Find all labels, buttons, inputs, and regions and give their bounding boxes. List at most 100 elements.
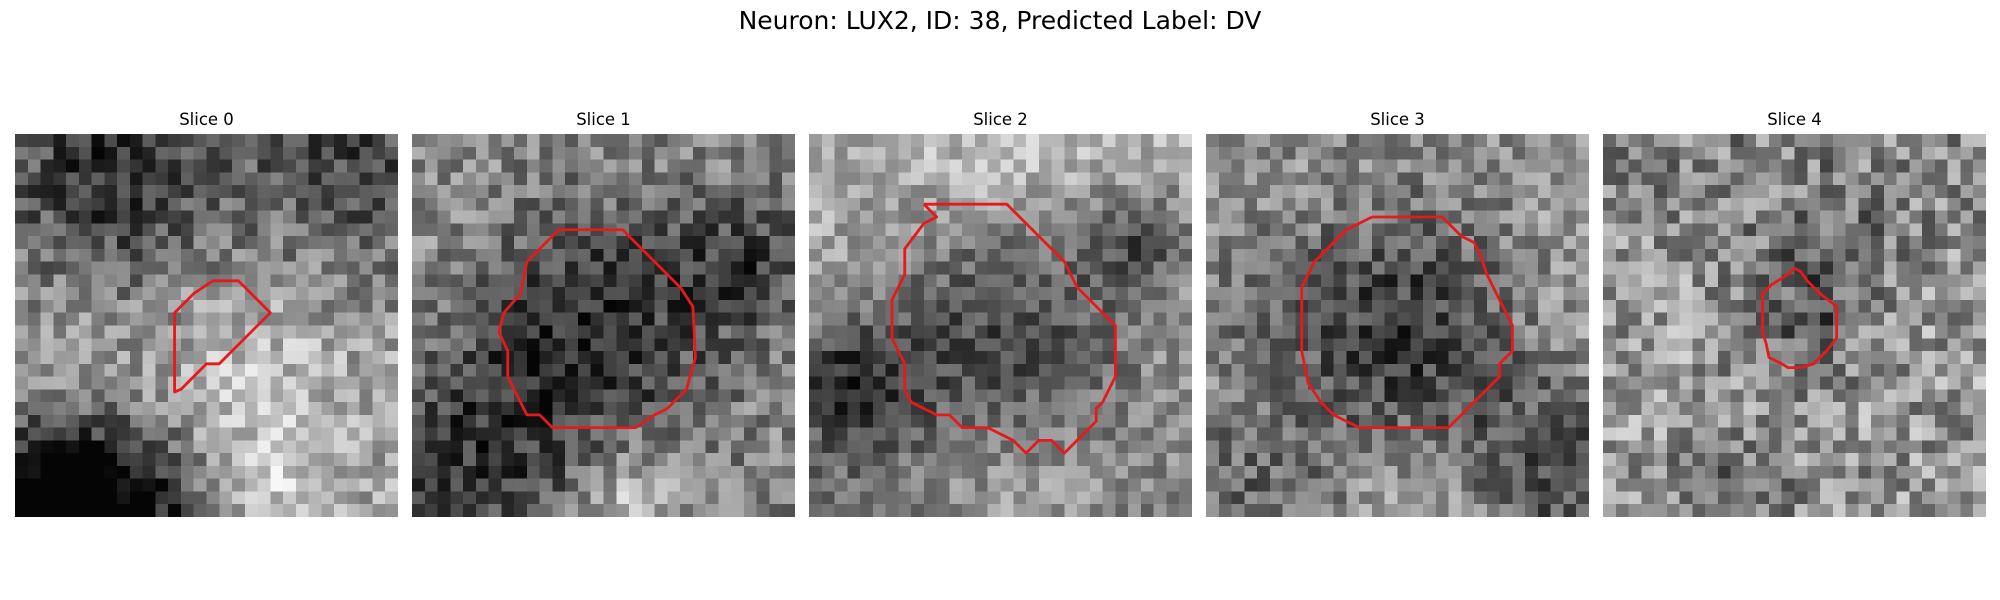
pixel bbox=[641, 465, 655, 479]
pixel bbox=[1102, 351, 1116, 365]
pixel bbox=[1320, 363, 1334, 377]
pixel bbox=[1371, 402, 1385, 416]
pixel bbox=[1705, 185, 1719, 199]
pixel bbox=[1537, 287, 1551, 301]
pixel bbox=[834, 389, 848, 403]
pixel bbox=[66, 248, 80, 262]
pixel bbox=[1934, 159, 1948, 173]
pixel bbox=[1832, 287, 1846, 301]
pixel bbox=[1883, 261, 1897, 275]
pixel bbox=[1423, 236, 1437, 250]
pixel bbox=[1641, 248, 1655, 262]
pixel bbox=[936, 210, 950, 224]
pixel bbox=[1960, 414, 1974, 428]
pixel bbox=[1410, 376, 1424, 390]
pixel bbox=[1140, 146, 1154, 160]
pixel bbox=[577, 172, 591, 186]
pixel bbox=[860, 351, 874, 365]
pixel bbox=[1397, 504, 1411, 517]
pixel bbox=[1000, 274, 1014, 288]
pixel bbox=[15, 414, 29, 428]
pixel bbox=[488, 185, 502, 199]
pixel bbox=[104, 504, 118, 517]
pixel bbox=[1231, 159, 1245, 173]
pixel bbox=[1871, 504, 1885, 517]
pixel bbox=[308, 491, 322, 505]
pixel bbox=[1153, 504, 1167, 517]
pixel bbox=[1537, 185, 1551, 199]
pixel bbox=[936, 338, 950, 352]
pixel bbox=[1705, 146, 1719, 160]
pixel bbox=[1102, 210, 1116, 224]
pixel bbox=[898, 287, 912, 301]
pixel bbox=[1077, 223, 1091, 237]
pixel bbox=[1115, 376, 1129, 390]
pixel bbox=[1743, 210, 1757, 224]
pixel bbox=[1308, 185, 1322, 199]
pixel bbox=[346, 197, 360, 211]
pixel bbox=[692, 325, 706, 339]
pixel bbox=[1883, 287, 1897, 301]
pixel bbox=[1244, 159, 1258, 173]
pixel bbox=[1308, 146, 1322, 160]
pixel bbox=[1423, 223, 1437, 237]
pixel bbox=[257, 440, 271, 454]
pixel bbox=[1692, 389, 1706, 403]
pixel bbox=[1346, 504, 1360, 517]
pixel bbox=[346, 172, 360, 186]
pixel bbox=[1140, 465, 1154, 479]
pixel bbox=[129, 185, 143, 199]
pixel bbox=[1179, 261, 1192, 275]
pixel bbox=[40, 427, 54, 441]
pixel bbox=[514, 376, 528, 390]
pixel bbox=[1448, 338, 1462, 352]
pixel bbox=[1525, 236, 1539, 250]
pixel bbox=[257, 236, 271, 250]
pixel bbox=[641, 312, 655, 326]
pixel bbox=[372, 402, 386, 416]
pixel bbox=[424, 236, 438, 250]
pixel bbox=[15, 134, 29, 148]
pixel bbox=[1359, 134, 1373, 148]
pixel bbox=[1051, 223, 1065, 237]
pixel bbox=[1807, 210, 1821, 224]
pixel bbox=[1603, 465, 1617, 479]
pixel bbox=[987, 172, 1001, 186]
pixel bbox=[1308, 453, 1322, 467]
pixel bbox=[552, 172, 566, 186]
pixel bbox=[1615, 465, 1629, 479]
pixel bbox=[1909, 402, 1923, 416]
pixel bbox=[1166, 134, 1180, 148]
pixel bbox=[1077, 172, 1091, 186]
pixel bbox=[1576, 453, 1589, 467]
pixel bbox=[437, 287, 451, 301]
pixel bbox=[1705, 440, 1719, 454]
pixel bbox=[1153, 325, 1167, 339]
pixel bbox=[1435, 248, 1449, 262]
pixel bbox=[1922, 197, 1936, 211]
pixel bbox=[1244, 389, 1258, 403]
pixel bbox=[1026, 197, 1040, 211]
pixel bbox=[603, 414, 617, 428]
pixel bbox=[1960, 274, 1974, 288]
pixel bbox=[782, 363, 795, 377]
pixel bbox=[412, 402, 426, 416]
pixel bbox=[1064, 146, 1078, 160]
pixel bbox=[1563, 427, 1577, 441]
pixel bbox=[1346, 453, 1360, 467]
pixel bbox=[809, 299, 823, 313]
pixel bbox=[1435, 146, 1449, 160]
pixel bbox=[1717, 248, 1731, 262]
pixel bbox=[1705, 223, 1719, 237]
pixel bbox=[334, 465, 348, 479]
pixel bbox=[424, 376, 438, 390]
pixel bbox=[834, 299, 848, 313]
pixel bbox=[552, 159, 566, 173]
pixel bbox=[1295, 146, 1309, 160]
pixel bbox=[117, 223, 131, 237]
pixel bbox=[412, 287, 426, 301]
pixel bbox=[1603, 376, 1617, 390]
pixel bbox=[295, 287, 309, 301]
pixel bbox=[1153, 363, 1167, 377]
pixel bbox=[129, 338, 143, 352]
